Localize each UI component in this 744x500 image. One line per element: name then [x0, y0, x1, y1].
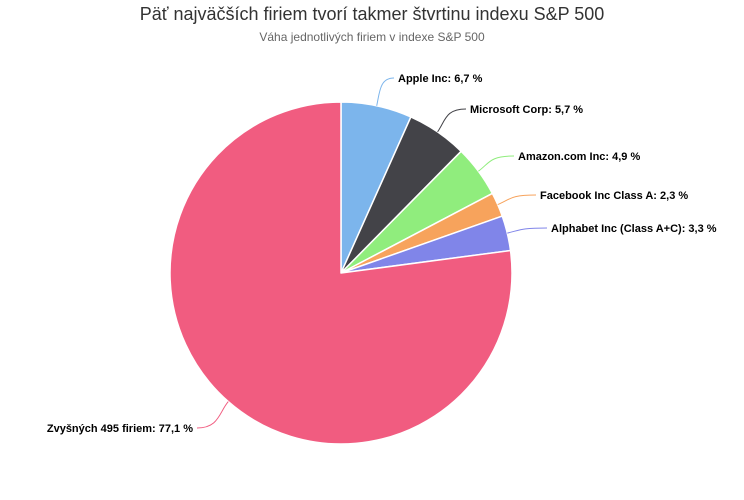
data-label-alphabet-inc-class-a-c: Alphabet Inc (Class A+C): 3,3 %: [551, 223, 717, 235]
connector-microsoft-corp: [437, 108, 467, 133]
pie-labels: Apple Inc: 6,7 % Microsoft Corp: 5,7 % Ama…: [47, 73, 717, 435]
connector-alphabet-inc-class-a-c: [507, 227, 548, 234]
data-label-apple-inc: Apple Inc: 6,7 %: [398, 73, 483, 85]
chart-title: Päť najväčších firiem tvorí takmer štvrt…: [139, 4, 605, 24]
connector-facebook-inc-class-a: [497, 194, 537, 206]
pie-slices: [169, 101, 513, 445]
chart-subtitle: Váha jednotlivých firiem v indexe S&P 50…: [259, 30, 485, 44]
connector-amazon-com-inc: [478, 155, 515, 172]
connector-zvy-n-ch-495-firiem: [196, 401, 229, 429]
data-label-microsoft-corp: Microsoft Corp: 5,7 %: [470, 104, 583, 116]
pie-slice-zvy-n-ch-495-firiem[interactable]: [169, 101, 513, 445]
pie-connectors: [196, 77, 548, 429]
data-label-amazon-com-inc: Amazon.com Inc: 4,9 %: [518, 151, 640, 163]
data-label-facebook-inc-class-a: Facebook Inc Class A: 2,3 %: [540, 190, 688, 202]
data-label-zvy-n-ch-495-firiem: Zvyšných 495 firiem: 77,1 %: [47, 423, 193, 435]
connector-apple-inc: [376, 77, 395, 106]
